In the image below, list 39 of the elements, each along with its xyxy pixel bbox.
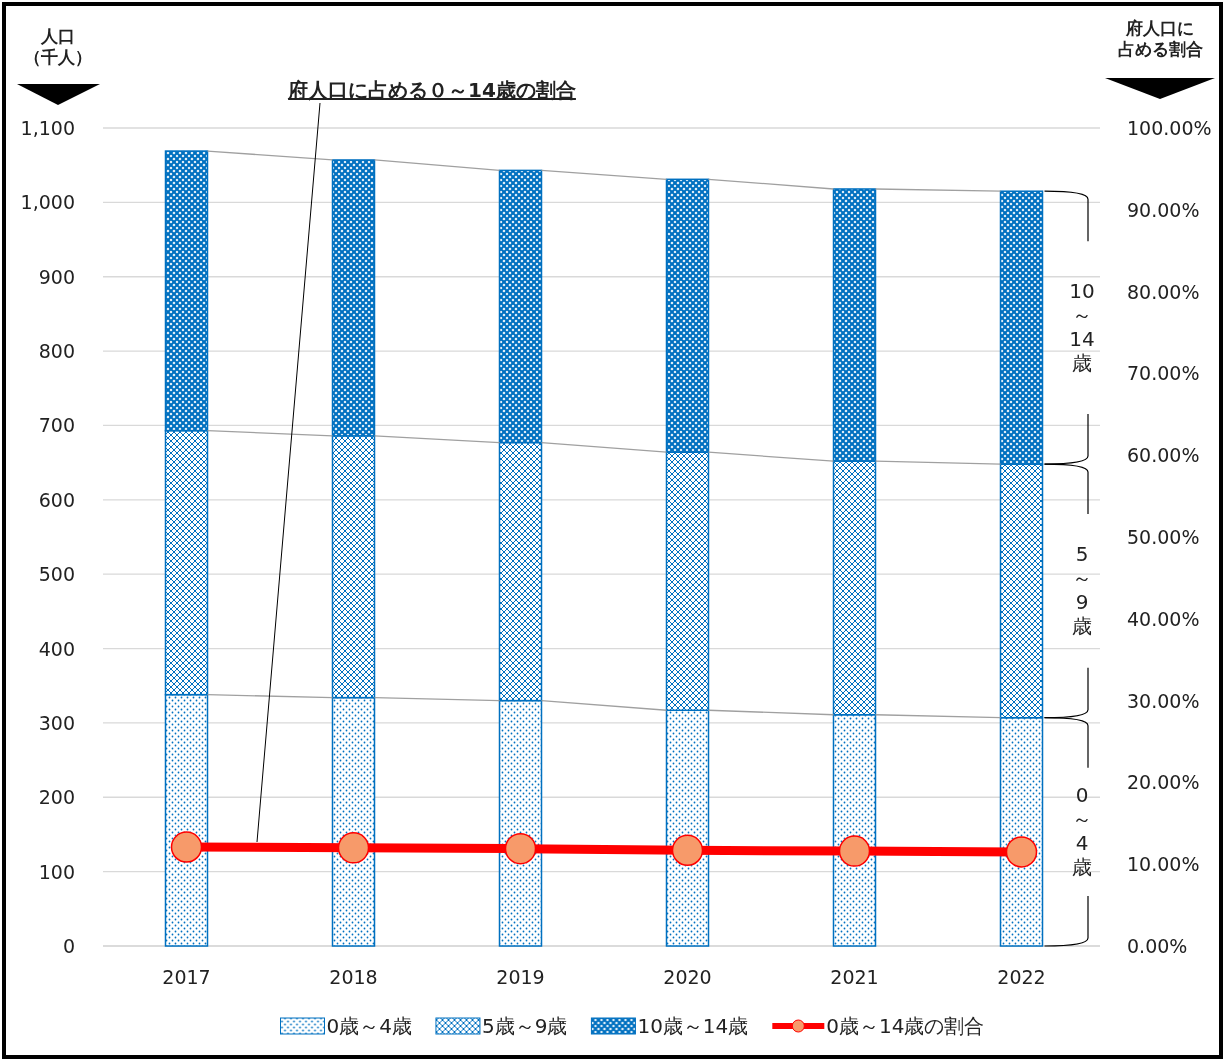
legend-label: 5歳～9歳: [481, 1014, 568, 1038]
y-tick-label: 400: [38, 637, 75, 660]
y-tick-label: 0: [62, 935, 75, 957]
x-tick-label: 2022: [997, 966, 1046, 988]
annotation: 5～9歳: [1072, 541, 1092, 638]
y-tick-label: 1,000: [20, 191, 75, 214]
y2-tick-label: 70.00%: [1127, 362, 1200, 385]
legend-label: 0歳～14歳の割合: [826, 1014, 985, 1038]
y-tick-label: 1,100: [20, 117, 75, 139]
y2-tick-label: 100.00%: [1127, 117, 1212, 139]
y-tick-label: 500: [38, 563, 75, 586]
y2-tick-label: 20.00%: [1127, 771, 1200, 794]
text: 府人口に占める０～14歳の割合: [287, 78, 576, 102]
y2-tick-label: 40.00%: [1127, 607, 1200, 630]
y-tick-label: 200: [38, 786, 75, 809]
y-tick-label: 700: [38, 414, 75, 437]
x-tick-label: 2021: [830, 966, 879, 988]
x-tick-label: 2020: [663, 966, 712, 988]
y2-tick-label: 0.00%: [1127, 935, 1188, 957]
y-tick-label: 300: [38, 711, 75, 734]
y-tick-label: 100: [38, 860, 75, 883]
x-tick-label: 2017: [162, 966, 211, 988]
y2-axis-title: 府人口に占める割合: [1117, 18, 1203, 59]
y2-tick-label: 30.00%: [1127, 689, 1200, 712]
annotation: 0～4歳: [1072, 783, 1092, 880]
y-tick-label: 600: [38, 488, 75, 511]
y2-tick-label: 50.00%: [1127, 526, 1200, 548]
legend-label: 0歳～4歳: [326, 1014, 412, 1038]
y2-tick-label: 60.00%: [1127, 444, 1200, 467]
y2-tick-label: 80.00%: [1127, 280, 1200, 303]
annotation: 10～14歳: [1069, 278, 1095, 375]
x-tick-label: 2019: [496, 966, 545, 988]
legend-label: 10歳～14歳: [637, 1014, 749, 1038]
y2-tick-label: 90.00%: [1127, 198, 1200, 221]
y-tick-label: 800: [38, 340, 75, 363]
x-tick-label: 2018: [329, 966, 378, 988]
y2-tick-label: 10.00%: [1127, 853, 1200, 876]
y-tick-label: 900: [38, 265, 75, 288]
y-axis-title: 人口（千人）: [24, 26, 92, 67]
